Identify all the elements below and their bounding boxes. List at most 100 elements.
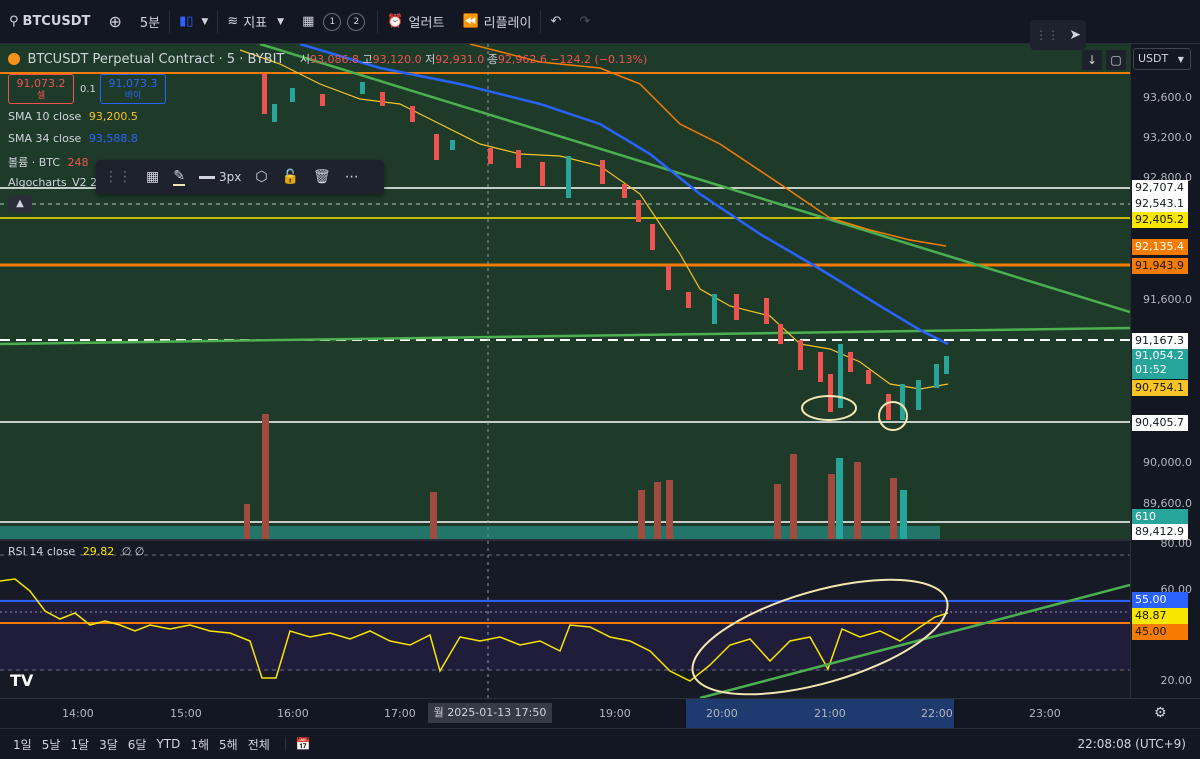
redo-button[interactable]: ↷ bbox=[570, 0, 599, 44]
rsi-tick: 20.00 bbox=[1160, 674, 1193, 687]
last-price-label: 91,054.2 01:52 bbox=[1132, 349, 1188, 379]
layout-2[interactable]: 2 bbox=[347, 12, 366, 31]
cursor-arrow-icon: ➤ bbox=[1069, 27, 1081, 43]
clock-label[interactable]: 22:08:08 (UTC+9) bbox=[1077, 737, 1186, 751]
volume-bar bbox=[666, 480, 673, 540]
time-tick: 15:00 bbox=[170, 707, 202, 720]
sell-label: 셀 bbox=[36, 91, 46, 101]
scroll-down-button[interactable]: ↓ bbox=[1082, 50, 1102, 70]
rsi-band bbox=[0, 599, 1130, 671]
sell-button[interactable]: 91,073.2 셀 bbox=[8, 74, 74, 104]
bottom-toolbar: 1일 5날 1달 3달 6달 YTD 1해 5해 전체 📅 22:08:08 (… bbox=[0, 728, 1200, 759]
drawing-toolbar: ⋮⋮ ▦ ✎ 3px ⬡ 🔓 🗑 ⋯ bbox=[96, 160, 384, 194]
candle bbox=[320, 94, 325, 106]
range-1m[interactable]: 1달 bbox=[70, 737, 90, 752]
volume-legend[interactable]: 볼륨 · BTC 248 bbox=[8, 154, 89, 170]
redo-icon: ↷ bbox=[579, 14, 591, 29]
range-6m[interactable]: 6달 bbox=[127, 737, 147, 752]
layout-button[interactable]: ▦ 1 2 bbox=[293, 0, 377, 44]
more-icon[interactable]: ⋯ bbox=[344, 169, 359, 185]
template-icon[interactable]: ▦ bbox=[146, 169, 160, 185]
time-axis[interactable]: 14:00 15:00 16:00 17:00 19:00 20:00 21:0… bbox=[0, 698, 1200, 729]
range-1y[interactable]: 1해 bbox=[190, 737, 210, 752]
divider bbox=[169, 10, 171, 33]
layout-1[interactable]: 1 bbox=[323, 12, 342, 31]
low-label: 저 bbox=[425, 53, 436, 66]
price-pane[interactable]: BTCUSDT Perpetual Contract · 5 · BYBIT 시… bbox=[0, 44, 1130, 540]
rsi-label-yellow: 48.87 bbox=[1132, 608, 1188, 624]
arrow-down-icon: ↓ bbox=[1086, 53, 1098, 67]
highlight-circle bbox=[878, 401, 908, 431]
currency-selector[interactable]: USDT ▼ bbox=[1133, 48, 1191, 70]
interval-button[interactable]: 5분 bbox=[139, 16, 161, 31]
volume-bar bbox=[774, 484, 781, 540]
candle bbox=[764, 298, 769, 324]
rsi-label-orange: 45.00 bbox=[1132, 624, 1188, 640]
replay-button[interactable]: ⏪ 리플레이 bbox=[453, 0, 540, 44]
range-3m[interactable]: 3달 bbox=[99, 737, 118, 752]
candle bbox=[818, 352, 823, 382]
sma10-label: SMA 10 close bbox=[8, 110, 82, 123]
price-label-dashed: 92,543.1 bbox=[1132, 196, 1188, 212]
crosshair-time-label: 월 2025-01-13 17:50 bbox=[428, 703, 552, 723]
volume-bar bbox=[654, 482, 661, 540]
rsi-pane[interactable]: RSI 14 close 29.82 ∅ ∅ TV bbox=[0, 541, 1130, 698]
candle bbox=[734, 294, 739, 320]
compare-button[interactable]: ⊕ bbox=[99, 0, 130, 44]
collapse-legend-button[interactable]: ▲ bbox=[8, 195, 32, 213]
time-tick: 17:00 bbox=[384, 707, 416, 720]
range-1d[interactable]: 1일 bbox=[13, 737, 32, 752]
date-range-button[interactable]: 📅 bbox=[284, 737, 311, 751]
range-all[interactable]: 전체 bbox=[247, 737, 270, 752]
price-axis[interactable]: USDT ▼ 93,600.0 93,200.0 92,800.0 91,600… bbox=[1130, 44, 1200, 698]
drag-handle-icon[interactable]: ⋮⋮ bbox=[104, 169, 132, 185]
divider bbox=[377, 10, 379, 33]
rsi-legend[interactable]: RSI 14 close 29.82 ∅ ∅ bbox=[8, 545, 144, 558]
buy-button[interactable]: 91,073.3 바이 bbox=[100, 74, 166, 104]
symbol-legend[interactable]: BTCUSDT Perpetual Contract · 5 · BYBIT 시… bbox=[8, 51, 647, 67]
pane-separator[interactable] bbox=[0, 539, 1200, 541]
candle bbox=[866, 370, 871, 384]
lock-icon[interactable]: 🔓 bbox=[281, 169, 299, 185]
volume-label: 볼륨 · BTC bbox=[8, 156, 61, 169]
rsi-value: 29.82 bbox=[82, 545, 115, 558]
sma34-legend[interactable]: SMA 34 close 93,588.8 bbox=[8, 132, 138, 145]
chart-type-button[interactable]: ▮▯ ▼ bbox=[170, 0, 217, 44]
low-value: 92,931.0 bbox=[435, 53, 485, 66]
trash-icon[interactable]: 🗑 bbox=[313, 169, 331, 185]
volume-bar bbox=[836, 458, 843, 540]
volume-bar bbox=[854, 462, 861, 540]
legend-title: BTCUSDT Perpetual Contract · 5 · BYBIT bbox=[27, 52, 285, 67]
indicators-button[interactable]: ≋ 지표 ▼ bbox=[218, 0, 293, 44]
axis-settings-button[interactable]: ⚙ bbox=[1154, 705, 1167, 721]
currency-label: USDT bbox=[1138, 52, 1169, 65]
tradingview-logo[interactable]: TV bbox=[10, 671, 34, 690]
candle bbox=[778, 324, 783, 344]
green-trendline-down bbox=[259, 44, 1130, 314]
rsi-highlight-circle bbox=[691, 578, 949, 696]
sma10-legend[interactable]: SMA 10 close 93,200.5 bbox=[8, 110, 138, 123]
candle bbox=[622, 184, 627, 198]
volume-bar bbox=[890, 478, 897, 540]
range-ytd[interactable]: YTD bbox=[156, 737, 181, 751]
sma34-line bbox=[299, 44, 949, 346]
pencil-icon[interactable]: ✎ bbox=[173, 168, 185, 186]
candle bbox=[666, 266, 671, 290]
volume-label-axis: 610 bbox=[1132, 509, 1188, 525]
symbol-label: BTCUSDT bbox=[22, 14, 91, 29]
cursor-tool-button[interactable]: ⋮⋮ ➤ bbox=[1030, 20, 1086, 50]
sma10-price-label: 90,754.1 bbox=[1132, 380, 1188, 396]
algo-legend[interactable]: Algocharts_V2 2 bbox=[8, 176, 97, 189]
range-5d[interactable]: 5날 bbox=[41, 737, 61, 752]
alert-button[interactable]: ⏰ 얼러트 bbox=[378, 0, 453, 44]
maximize-button[interactable]: ▢ bbox=[1106, 50, 1126, 70]
price-label-orange-level: 91,943.9 bbox=[1132, 258, 1188, 274]
range-5y[interactable]: 5해 bbox=[219, 737, 238, 752]
price-tick: 91,600.0 bbox=[1143, 293, 1192, 306]
settings-hexagon-icon[interactable]: ⬡ bbox=[255, 169, 268, 185]
candle bbox=[516, 150, 521, 168]
last-price-value: 91,054.2 bbox=[1135, 349, 1184, 362]
undo-button[interactable]: ↶ bbox=[541, 0, 570, 44]
line-width-button[interactable]: 3px bbox=[198, 170, 241, 184]
symbol-search[interactable]: ⚲ BTCUSDT bbox=[0, 0, 99, 44]
